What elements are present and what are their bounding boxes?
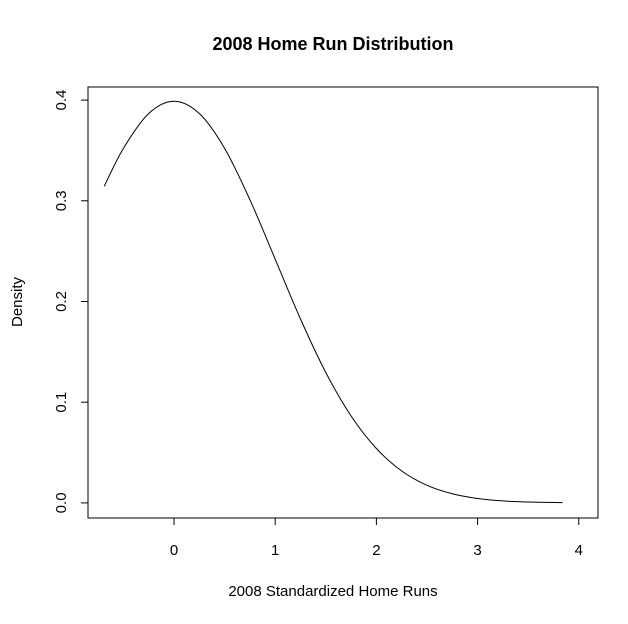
y-axis-label: Density: [9, 276, 26, 327]
x-tick-label: 4: [575, 542, 583, 559]
y-tick-label: 0.3: [53, 190, 70, 211]
x-tick-label: 1: [271, 542, 279, 559]
x-axis-label: 2008 Standardized Home Runs: [228, 583, 437, 600]
x-tick-label: 0: [170, 542, 178, 559]
y-tick-label: 0.1: [53, 392, 70, 413]
y-tick-label: 0.2: [53, 291, 70, 312]
x-tick-label: 3: [473, 542, 481, 559]
density-line: [103, 100, 563, 504]
x-tick-label: 2: [372, 542, 380, 559]
y-tick-label: 0.0: [53, 492, 70, 513]
y-tick-label: 0.4: [53, 90, 70, 111]
chart-title: 2008 Home Run Distribution: [212, 34, 453, 54]
